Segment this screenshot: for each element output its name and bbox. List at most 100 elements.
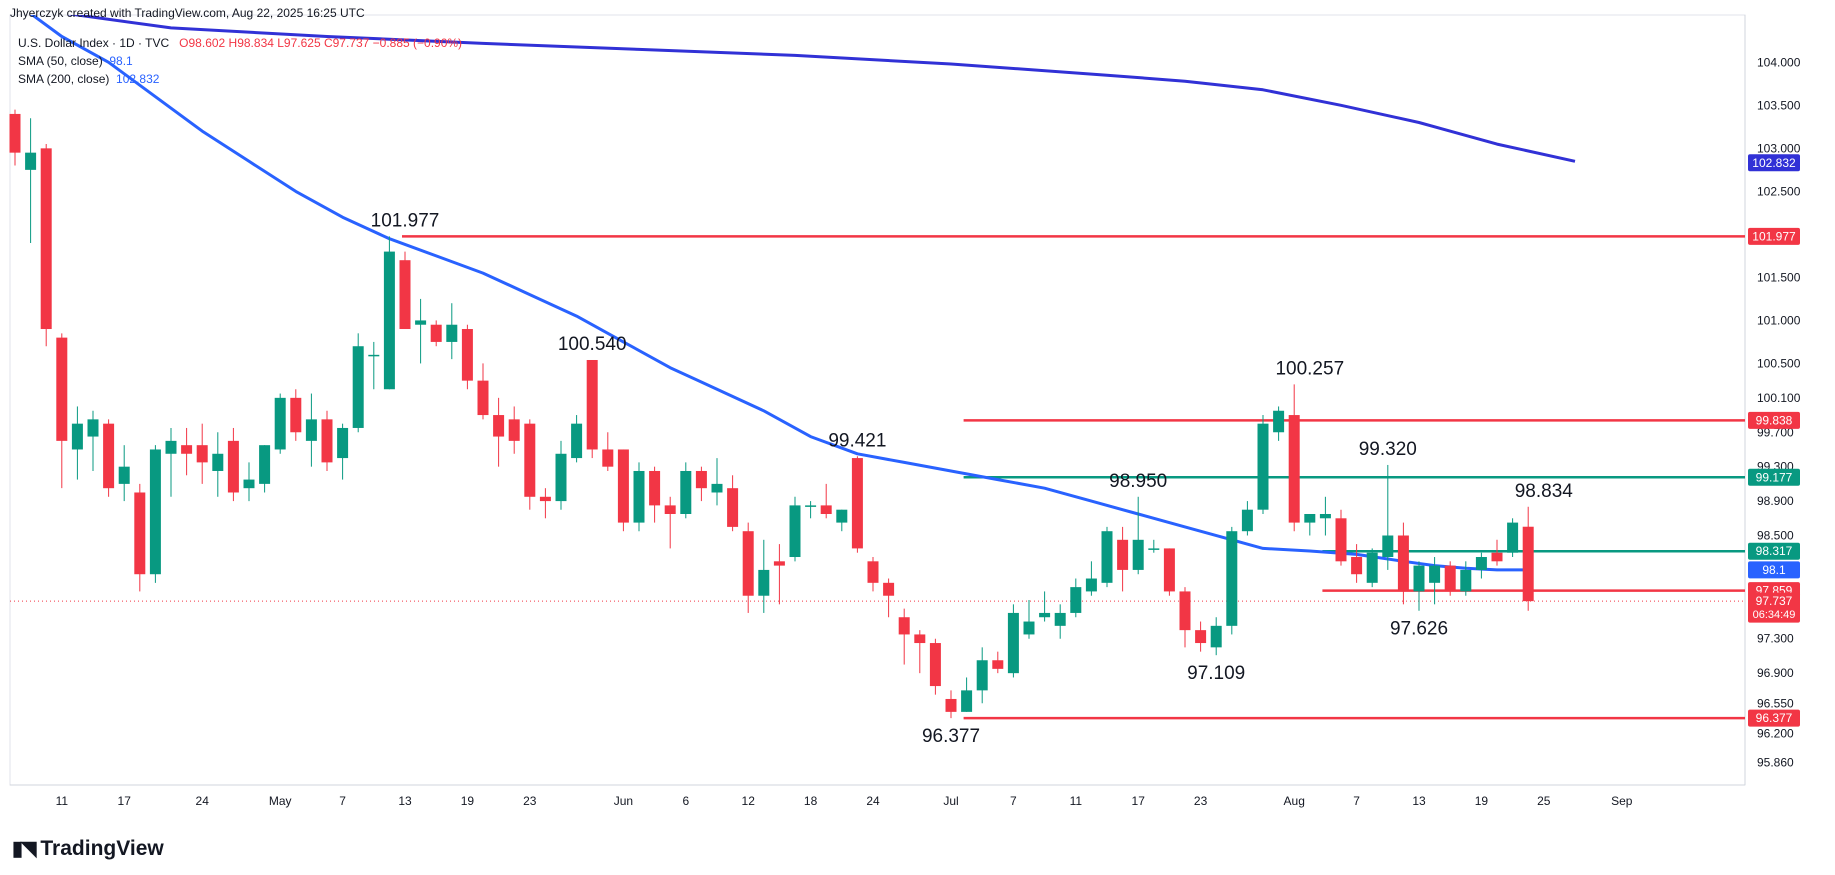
- candle-body: [1460, 569, 1472, 592]
- candle: [1226, 526, 1238, 635]
- price-annotation: 96.377: [922, 726, 980, 747]
- legend-symbol: U.S. Dollar Index · 1D · TVC: [18, 36, 170, 50]
- candle-body: [789, 505, 801, 558]
- candle-body: [914, 634, 926, 644]
- y-tick-label: 98.500: [1757, 529, 1794, 543]
- x-tick-label: 7: [339, 794, 346, 808]
- candle: [1382, 464, 1394, 570]
- candle-body: [1273, 410, 1285, 433]
- candle-body: [805, 505, 817, 507]
- candle-body: [352, 346, 364, 428]
- y-tick-label: 98.900: [1757, 494, 1794, 508]
- candle-body: [446, 324, 458, 342]
- candle: [118, 445, 130, 502]
- candle-body: [87, 419, 99, 437]
- x-tick-label: Jul: [943, 794, 958, 808]
- candle-body: [539, 496, 551, 502]
- candle: [1163, 548, 1175, 596]
- price-annotation: 98.834: [1515, 481, 1574, 502]
- candle: [430, 320, 442, 347]
- x-tick-label: 6: [682, 794, 689, 808]
- candle: [929, 638, 941, 695]
- price-annotation: 99.421: [828, 430, 886, 451]
- candle-body: [1163, 548, 1175, 592]
- price-tag-label: 98.317: [1756, 544, 1793, 558]
- candle: [1070, 578, 1082, 618]
- candle-body: [1132, 539, 1144, 570]
- candle: [773, 544, 785, 605]
- candle: [1023, 600, 1035, 639]
- candle: [961, 677, 973, 712]
- candle: [820, 483, 832, 519]
- candle-body: [711, 483, 723, 493]
- x-tick-label: 7: [1353, 794, 1360, 808]
- price-annotation: 101.977: [371, 210, 440, 231]
- candle-body: [40, 148, 52, 330]
- candle: [1085, 561, 1097, 596]
- candle: [337, 423, 349, 480]
- candle-body: [290, 397, 302, 433]
- candle: [1148, 539, 1160, 553]
- candle: [867, 557, 879, 592]
- candle-body: [337, 427, 349, 459]
- candle: [1507, 518, 1519, 558]
- candle-body: [1257, 423, 1269, 510]
- plot-frame: [9, 14, 1746, 786]
- x-tick-label: 7: [1010, 794, 1017, 808]
- candle-body: [1507, 522, 1519, 553]
- candle: [56, 333, 68, 489]
- candle: [1117, 526, 1129, 592]
- y-tick-label: 103.500: [1757, 98, 1801, 112]
- candle: [25, 118, 37, 243]
- candle-body: [758, 569, 770, 596]
- legend-sma200-row[interactable]: SMA (200, close) 102.832: [18, 70, 462, 88]
- legend-sma50-row[interactable]: SMA (50, close) 98.1: [18, 52, 462, 70]
- candle-body: [961, 690, 973, 712]
- candle: [305, 393, 317, 467]
- candle-body: [649, 470, 661, 506]
- candle: [227, 427, 239, 502]
- candle: [461, 324, 473, 390]
- candle-body: [1304, 513, 1316, 523]
- x-tick-label: 23: [523, 794, 537, 808]
- candle-body: [602, 449, 614, 467]
- candle-body: [399, 260, 411, 330]
- price-annotation: 97.109: [1187, 663, 1245, 684]
- tradingview-logo[interactable]: ▮◥ TradingView: [12, 836, 164, 861]
- attribution-text: Jhyerczyk created with TradingView.com, …: [10, 6, 365, 20]
- candle-body: [103, 423, 115, 489]
- price-annotation: 99.320: [1359, 439, 1417, 460]
- candle-body: [430, 324, 442, 342]
- candle: [758, 539, 770, 613]
- candle: [212, 432, 224, 497]
- candle-body: [368, 354, 380, 357]
- candle: [1132, 496, 1144, 575]
- candle-body: [212, 453, 224, 471]
- candle-body: [56, 337, 68, 441]
- candle-body: [1195, 630, 1207, 644]
- tradingview-brand-text: TradingView: [40, 836, 164, 860]
- candle-body: [1039, 612, 1051, 618]
- legend-sma200-value: 102.832: [116, 72, 160, 86]
- candle: [1335, 509, 1347, 566]
- x-tick-label: 11: [1070, 794, 1083, 808]
- candle-body: [1491, 552, 1503, 562]
- candle-body: [508, 419, 520, 441]
- candle: [1101, 526, 1113, 588]
- price-tag-box: [1748, 154, 1800, 172]
- candle: [1195, 621, 1207, 652]
- candle: [1179, 587, 1191, 648]
- candle-body: [1070, 587, 1082, 613]
- x-tick-label: 12: [742, 794, 756, 808]
- candle: [945, 690, 957, 719]
- candle-body: [851, 458, 863, 549]
- legend-ohlc: O98.602 H98.834 L97.625 C97.737 −0.885 (…: [179, 36, 463, 50]
- candle-body: [1351, 557, 1363, 575]
- candle: [274, 393, 286, 454]
- candle: [1460, 561, 1472, 596]
- candle: [1413, 561, 1425, 611]
- price-tag-label: 99.838: [1756, 413, 1793, 427]
- candle: [898, 608, 910, 665]
- x-tick-label: Sep: [1611, 794, 1633, 808]
